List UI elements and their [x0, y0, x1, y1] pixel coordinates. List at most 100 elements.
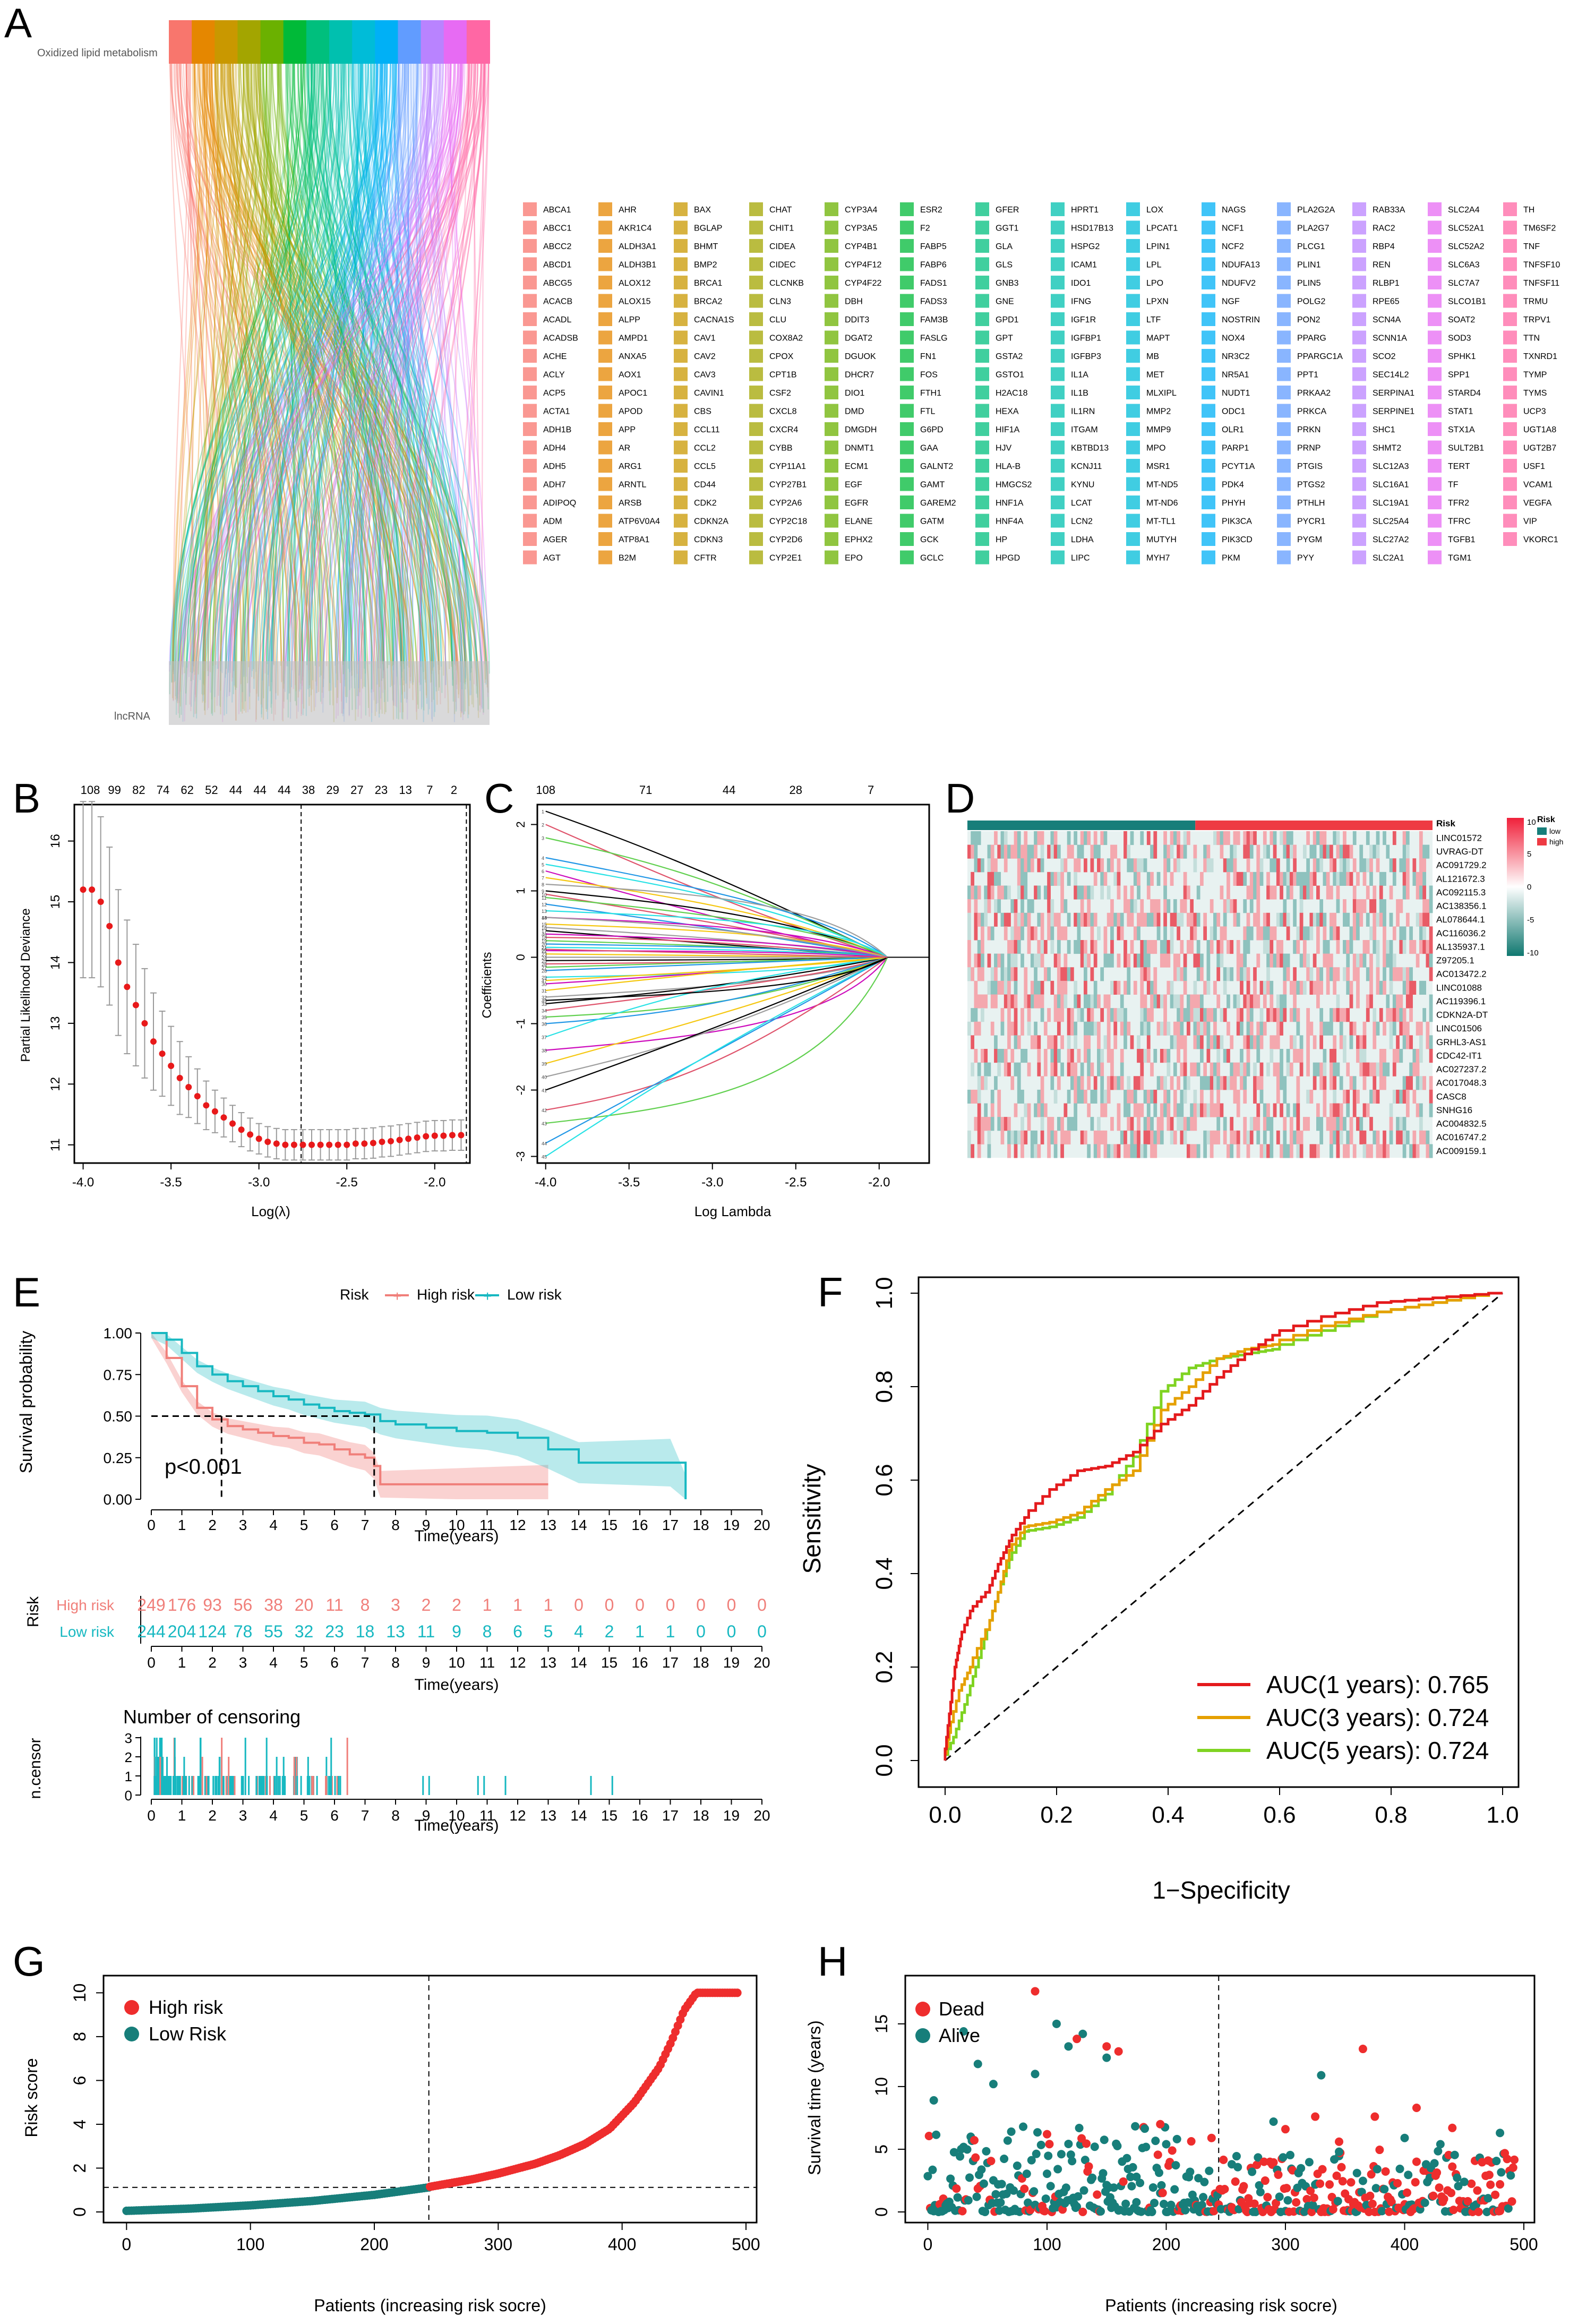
gene-swatch [598, 220, 612, 235]
sankey-flow [171, 63, 294, 683]
heatmap-cell [1084, 912, 1087, 927]
heatmap-cell [1369, 1144, 1373, 1158]
heatmap-cell [1376, 967, 1380, 981]
table-x-tick-label: 12 [509, 1654, 526, 1671]
heatmap-cell [1266, 885, 1270, 900]
heatmap-cell [994, 912, 998, 927]
heatmap-cell [1050, 926, 1054, 941]
km-legend-high-text: High risk [417, 1286, 475, 1303]
heatmap-cell [1070, 1049, 1074, 1063]
gene-swatch [598, 440, 612, 455]
heatmap-cell [1103, 1144, 1108, 1158]
censor-x-tick-label: 1 [178, 1807, 186, 1824]
heatmap-cell [1107, 885, 1111, 900]
heatmap-cell [1163, 831, 1167, 845]
heatmap-cell [974, 899, 978, 913]
g-x-tick-label: 300 [484, 2235, 512, 2254]
dead-point [1231, 2177, 1240, 2186]
gene-swatch [1428, 495, 1442, 509]
gene-label: FN1 [920, 352, 936, 361]
heatmap-cell [1392, 926, 1396, 941]
heatmap-cell [1383, 1049, 1386, 1063]
heatmap-cell [1146, 831, 1151, 845]
alive-point [1297, 2164, 1306, 2173]
heatmap-cell [1273, 953, 1277, 968]
heatmap-cell [1309, 967, 1314, 981]
heatmap-cell [1110, 1062, 1114, 1076]
heatmap-cell [1050, 912, 1054, 927]
heatmap-cell [1236, 1144, 1240, 1158]
gene-swatch [900, 239, 914, 253]
heatmap-cell [1053, 1130, 1058, 1144]
heatmap-cell [1392, 1021, 1396, 1036]
heatmap-cell [1223, 1076, 1227, 1090]
heatmap-cell [1343, 967, 1347, 981]
heatmap-cell [1210, 899, 1214, 913]
heatmap-cell [1373, 1008, 1377, 1022]
gene-swatch [1051, 477, 1065, 491]
heatmap-cell [1153, 1103, 1157, 1117]
heatmap-cell [1180, 1008, 1184, 1022]
heatmap-cell [1302, 926, 1307, 941]
heatmap-cell [1373, 1130, 1377, 1144]
gene-swatch [674, 514, 688, 528]
gene-swatch [1277, 330, 1291, 345]
heatmap-cell [1127, 1103, 1131, 1117]
heatmap-cell [977, 967, 981, 981]
sankey-flow [196, 63, 315, 711]
gene-label: LIPC [1071, 554, 1090, 563]
gene-label: SLC2A1 [1373, 554, 1404, 563]
sankey-flow [279, 63, 404, 720]
gene-label: LTF [1146, 315, 1161, 324]
sankey-flow [215, 63, 469, 715]
sankey-flow [300, 63, 388, 690]
heatmap-cell [990, 1103, 994, 1117]
heatmap-cell [1203, 1062, 1207, 1076]
sankey-flow [355, 63, 442, 667]
heatmap-cell [1080, 831, 1084, 845]
sankey-flow [203, 63, 302, 684]
top-tick-label: 74 [157, 783, 169, 797]
heatmap-cell [1124, 953, 1127, 968]
heatmap-cell [1160, 953, 1164, 968]
heatmap-cell [1196, 1144, 1200, 1158]
sankey-flow [190, 63, 482, 712]
heatmap-cell [1243, 1062, 1247, 1076]
km-x-tick-label: 8 [391, 1517, 400, 1533]
heatmap-row-label: CDC42-IT1 [1436, 1050, 1482, 1061]
alive-point [1113, 2141, 1122, 2150]
gene-label: ABCC1 [543, 224, 571, 233]
dead-point [1084, 2162, 1093, 2171]
heatmap-cell [1203, 1103, 1207, 1117]
sankey-flow [336, 63, 447, 719]
heatmap-cell [1419, 885, 1423, 900]
h-y-tick-label: 10 [872, 2077, 891, 2096]
coef-path [545, 957, 888, 1124]
heatmap-cell [1386, 844, 1390, 859]
heatmap-cell [1306, 1035, 1310, 1049]
gene-swatch [1352, 404, 1366, 418]
sankey-flow [267, 63, 383, 720]
heatmap-cell [1190, 1103, 1194, 1117]
gene-label: VCAM1 [1523, 481, 1553, 490]
km-y-tick-label: 0.25 [104, 1450, 133, 1466]
heatmap-cell [1060, 926, 1064, 941]
heatmap-cell [1213, 831, 1217, 845]
heatmap-cell [1246, 940, 1250, 954]
heatmap-cell [1210, 940, 1214, 954]
heatmap-cell [1200, 994, 1204, 1009]
top-tick-label: 44 [278, 783, 290, 797]
heatmap-cell [1259, 1062, 1264, 1076]
heatmap-cell [1107, 1008, 1111, 1022]
top-tick-label: 44 [253, 783, 266, 797]
sankey-flow [310, 63, 404, 664]
gene-label: F2 [920, 224, 930, 233]
gene-swatch [825, 422, 838, 436]
heatmap-cell [1004, 980, 1008, 995]
heatmap-cell [1379, 1008, 1383, 1022]
heatmap-cell [1280, 831, 1283, 845]
heatmap-cell [974, 858, 978, 873]
heatmap-color-scale [1507, 818, 1524, 956]
heatmap-cell [1336, 1144, 1340, 1158]
heatmap-cell [1419, 1130, 1423, 1144]
